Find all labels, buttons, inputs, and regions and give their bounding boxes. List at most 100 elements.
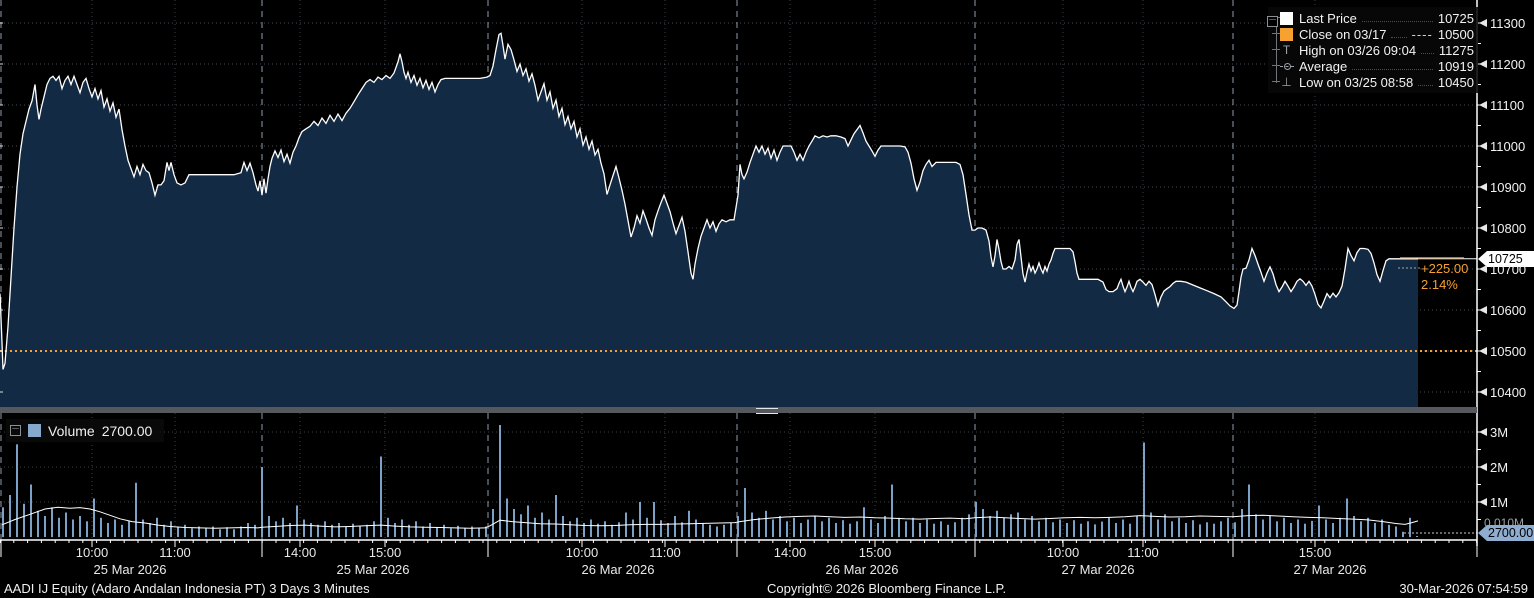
axis-tick-arrow-icon bbox=[1479, 306, 1487, 314]
volume-bar bbox=[730, 523, 732, 537]
volume-bar bbox=[716, 526, 718, 537]
legend-row-high[interactable]: T High on 03/26 09:04 11275 bbox=[1272, 42, 1474, 58]
volume-bar bbox=[380, 456, 382, 537]
volume-bar bbox=[1185, 523, 1187, 537]
volume-bar bbox=[289, 523, 291, 537]
volume-bar bbox=[1367, 517, 1369, 538]
volume-bar bbox=[1388, 524, 1390, 538]
dotted-leader bbox=[1352, 63, 1433, 70]
volume-bar bbox=[128, 521, 130, 538]
dotted-leader bbox=[1361, 15, 1433, 22]
volume-bar bbox=[324, 521, 326, 538]
price-axis-label: 11200 bbox=[1479, 57, 1525, 72]
legend-tree-line bbox=[1276, 21, 1277, 83]
volume-bar bbox=[947, 524, 949, 538]
axis-tick-arrow-icon bbox=[1479, 498, 1487, 506]
volume-bar bbox=[1017, 512, 1019, 537]
volume-bar bbox=[744, 488, 746, 537]
time-axis-date-label: 25 Mar 2026 bbox=[93, 562, 167, 577]
volume-bar bbox=[1339, 517, 1341, 538]
volume-bar bbox=[1122, 519, 1124, 537]
volume-bar bbox=[597, 523, 599, 537]
volume-bar bbox=[86, 521, 88, 538]
legend-row-last-price[interactable]: Last Price 10725 bbox=[1272, 10, 1474, 26]
volume-bar bbox=[177, 526, 179, 537]
volume-bar bbox=[1024, 519, 1026, 537]
volume-bar bbox=[387, 517, 389, 538]
volume-bar bbox=[877, 523, 879, 537]
volume-bar bbox=[16, 444, 18, 538]
volume-bar bbox=[1213, 523, 1215, 537]
volume-bar bbox=[282, 517, 284, 538]
volume-bar bbox=[506, 498, 508, 537]
volume-legend[interactable]: － Volume 2700.00 bbox=[6, 419, 165, 442]
axis-tick-arrow-icon bbox=[1479, 463, 1487, 471]
change-value: +225.00 bbox=[1421, 261, 1469, 276]
volume-bar bbox=[1108, 517, 1110, 538]
volume-bar bbox=[100, 517, 102, 538]
legend-value: 10500 bbox=[1437, 26, 1474, 42]
volume-bar bbox=[240, 526, 242, 537]
legend-collapse-icon[interactable]: － bbox=[1267, 15, 1278, 27]
volume-bar bbox=[261, 467, 263, 537]
volume-bar bbox=[212, 526, 214, 537]
volume-bar bbox=[695, 519, 697, 537]
volume-bar bbox=[1115, 523, 1117, 537]
last-price-tag: 10725 bbox=[1478, 251, 1534, 267]
volume-bar bbox=[51, 507, 53, 538]
time-axis-hour-label: 14:00 bbox=[773, 545, 807, 560]
volume-bar bbox=[541, 512, 543, 537]
volume-bar bbox=[457, 525, 459, 537]
volume-bar bbox=[1318, 505, 1320, 537]
volume-bar bbox=[758, 517, 760, 538]
volume-bar bbox=[569, 521, 571, 538]
volume-bar bbox=[415, 521, 417, 538]
status-bar: AADI IJ Equity (Adaro Andalan Indonesia … bbox=[0, 578, 1534, 598]
volume-bar bbox=[604, 521, 606, 538]
legend-row-average[interactable]: Average 10919 bbox=[1272, 58, 1474, 74]
volume-bar bbox=[226, 527, 228, 537]
volume-bar bbox=[870, 519, 872, 537]
volume-bar bbox=[1010, 514, 1012, 538]
volume-bar bbox=[1003, 517, 1005, 538]
volume-bar bbox=[793, 517, 795, 538]
volume-bar bbox=[352, 523, 354, 537]
volume-bar bbox=[1066, 523, 1068, 537]
volume-bar bbox=[786, 521, 788, 538]
price-axis-label: 11300 bbox=[1479, 16, 1525, 31]
volume-bar bbox=[555, 495, 557, 537]
legend-label: High on 03/26 09:04 bbox=[1299, 42, 1417, 58]
time-axis-hour-label: 14:00 bbox=[283, 545, 317, 560]
axis-tick-arrow-icon bbox=[1479, 60, 1487, 68]
volume-bar bbox=[702, 523, 704, 537]
volume-bar bbox=[891, 484, 893, 537]
volume-bar bbox=[807, 519, 809, 537]
volume-bar bbox=[772, 519, 774, 537]
volume-bar bbox=[429, 523, 431, 537]
volume-bar bbox=[534, 517, 536, 538]
volume-bar bbox=[1220, 521, 1222, 538]
legend-label: Average bbox=[1299, 58, 1348, 74]
volume-bar bbox=[296, 505, 298, 537]
volume-bar bbox=[1094, 524, 1096, 537]
volume-bar bbox=[359, 526, 361, 537]
volume-bar bbox=[1416, 536, 1418, 537]
volume-bar bbox=[562, 516, 564, 537]
panel-divider-grip[interactable] bbox=[756, 408, 778, 414]
volume-bar bbox=[933, 523, 935, 537]
legend-row-low[interactable]: ⊥ Low on 03/25 08:58 10450 bbox=[1272, 74, 1474, 90]
legend-row-close[interactable]: Close on 03/17 ---- 10500 bbox=[1272, 26, 1474, 42]
volume-bar bbox=[779, 516, 781, 537]
volume-bar bbox=[1178, 517, 1180, 538]
volume-bar bbox=[1052, 522, 1054, 537]
volume-bar bbox=[1038, 521, 1040, 538]
volume-bar bbox=[898, 517, 900, 538]
volume-collapse-icon[interactable]: － bbox=[10, 424, 21, 436]
volume-bar bbox=[1129, 523, 1131, 537]
legend-label: Close on 03/17 bbox=[1299, 26, 1387, 42]
volume-bar bbox=[835, 523, 837, 537]
volume-bar bbox=[394, 523, 396, 537]
volume-bar bbox=[1297, 519, 1299, 537]
volume-bar bbox=[1087, 521, 1089, 538]
